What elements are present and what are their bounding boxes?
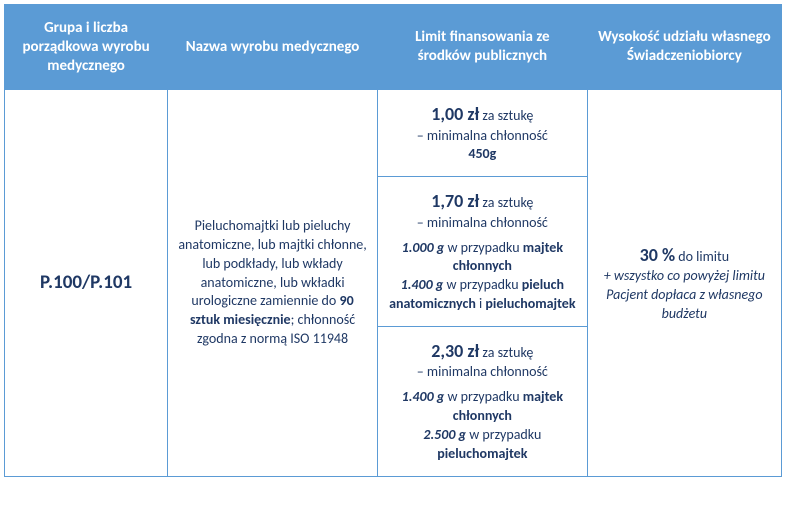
header-limit: Limit finansowania ze środków publicznyc… <box>377 5 587 90</box>
product-code-cell: P.100/P.101 <box>5 90 168 477</box>
header-group: Grupa i liczba porządkowa wyrobu medyczn… <box>5 5 168 90</box>
limit-line: 1.400 g w przypadku pieluch anatomicznyc… <box>388 276 577 314</box>
limit-cell-2: 1,70 zł za sztukę – minimalna chłonność … <box>377 177 587 327</box>
limit-cell-1: 1,00 zł za sztukę – minimalna chłonność … <box>377 90 587 177</box>
limit-unit: za sztukę <box>479 344 533 361</box>
limit-sub: – minimalna chłonność <box>388 127 577 146</box>
limit-line: 1.400 g w przypadku majtek chłonnych <box>388 388 577 426</box>
limit-unit: za sztukę <box>479 194 533 211</box>
limit-sub: – minimalna chłonność <box>388 363 577 382</box>
copay-note: + wszystko co powyżej limitu Pacjent dop… <box>598 267 771 324</box>
limit-line: 2.500 g w przypadku pieluchomajtek <box>388 426 577 464</box>
limit-price: 2,30 zł <box>431 340 479 362</box>
table-header-row: Grupa i liczba porządkowa wyrobu medyczn… <box>5 5 782 90</box>
limit-cell-3: 2,30 zł za sztukę – minimalna chłonność … <box>377 327 587 477</box>
copay-cell: 30 % do limitu + wszystko co powyżej lim… <box>587 90 781 477</box>
financing-table: Grupa i liczba porządkowa wyrobu medyczn… <box>4 4 782 477</box>
limit-unit: za sztukę <box>479 107 533 124</box>
limit-weight: 450g <box>388 145 577 164</box>
table-row: P.100/P.101 Pieluchomajtki lub pieluchy … <box>5 90 782 177</box>
header-product: Nazwa wyrobu medycznego <box>168 5 378 90</box>
limit-sub: – minimalna chłonność <box>388 214 577 233</box>
product-code: P.100/P.101 <box>40 271 132 294</box>
copay-pct: 30 % <box>640 244 675 266</box>
product-desc-cell: Pieluchomajtki lub pieluchy anatomiczne,… <box>168 90 378 477</box>
header-copay: Wysokość udziału własnego Świadczeniobio… <box>587 5 781 90</box>
limit-line: 1.000 g w przypadku majtek chłonnych <box>388 239 577 277</box>
limit-price: 1,00 zł <box>431 103 479 125</box>
limit-price: 1,70 zł <box>431 190 479 212</box>
copay-pct-suffix: do limitu <box>675 248 729 265</box>
